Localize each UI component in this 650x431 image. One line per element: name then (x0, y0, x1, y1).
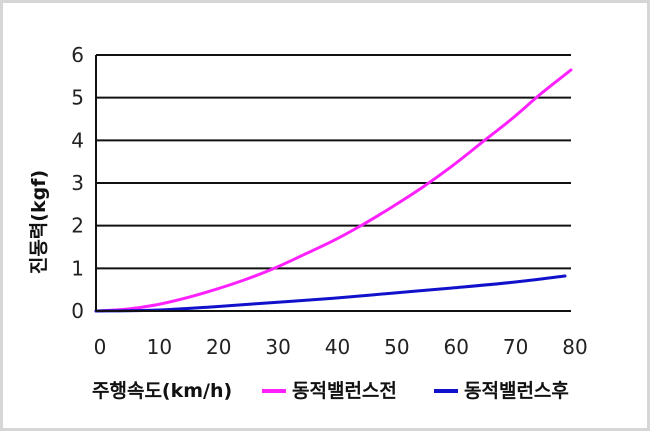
x-tick-label-60: 60 (444, 335, 469, 359)
y-axis-title: 진동력(kgf) (28, 170, 50, 274)
y-tick-labels: 0 1 2 3 4 5 6 (71, 43, 84, 323)
y-tick-label-1: 1 (71, 256, 84, 280)
x-tick-label-10: 10 (147, 335, 172, 359)
series-line-1 (94, 274, 567, 313)
series-lines (94, 68, 573, 313)
x-tick-label-0: 0 (94, 335, 107, 359)
x-tick-label-70: 70 (503, 335, 528, 359)
x-tick-label-30: 30 (265, 335, 290, 359)
legend-label-before: 동적밸런스전 (292, 380, 397, 402)
y-tick-label-3: 3 (71, 171, 84, 195)
x-tick-label-20: 20 (206, 335, 231, 359)
x-tick-label-50: 50 (384, 335, 409, 359)
grid-lines (96, 54, 571, 270)
axes (95, 55, 571, 312)
y-tick-label-6: 6 (71, 43, 84, 67)
y-tick-label-5: 5 (71, 86, 84, 110)
y-tick-label-4: 4 (71, 128, 84, 152)
x-axis-title: 주행속도(km/h) (92, 380, 232, 402)
x-tick-label-40: 40 (325, 335, 350, 359)
x-tick-label-80: 80 (562, 335, 587, 359)
y-tick-label-2: 2 (71, 214, 84, 238)
y-tick-label-0: 0 (71, 299, 84, 323)
series-line-0 (94, 68, 573, 313)
x-tick-labels: 0 10 20 30 40 50 60 70 80 (94, 335, 588, 359)
legend-label-after: 동적밸런스후 (464, 380, 569, 402)
legend: 동적밸런스전 동적밸런스후 (262, 380, 569, 402)
